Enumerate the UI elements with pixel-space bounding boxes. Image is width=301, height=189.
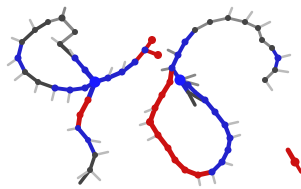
Circle shape	[45, 19, 51, 25]
Circle shape	[154, 132, 162, 139]
Circle shape	[262, 77, 268, 83]
Circle shape	[185, 81, 191, 88]
Circle shape	[169, 64, 175, 71]
Circle shape	[201, 97, 209, 104]
Circle shape	[182, 167, 188, 174]
Circle shape	[14, 54, 21, 61]
Circle shape	[175, 74, 185, 85]
Circle shape	[82, 84, 88, 91]
Circle shape	[255, 25, 261, 31]
Circle shape	[192, 27, 198, 33]
Circle shape	[269, 45, 275, 51]
Circle shape	[225, 146, 231, 153]
Circle shape	[194, 171, 201, 178]
Circle shape	[212, 108, 219, 115]
Circle shape	[225, 15, 231, 21]
Circle shape	[166, 78, 173, 85]
Circle shape	[219, 159, 225, 166]
Circle shape	[87, 167, 93, 173]
Circle shape	[35, 79, 41, 85]
Circle shape	[154, 51, 162, 59]
Circle shape	[175, 51, 182, 59]
Circle shape	[272, 67, 278, 73]
Circle shape	[259, 37, 265, 43]
Circle shape	[75, 125, 81, 131]
Circle shape	[159, 91, 166, 98]
Circle shape	[58, 15, 66, 22]
Circle shape	[165, 145, 172, 152]
Circle shape	[146, 118, 154, 126]
Circle shape	[72, 29, 78, 35]
Circle shape	[85, 137, 91, 143]
Circle shape	[207, 19, 213, 25]
Circle shape	[242, 19, 248, 25]
Circle shape	[151, 105, 159, 112]
Circle shape	[32, 27, 38, 33]
Circle shape	[76, 112, 83, 119]
Circle shape	[172, 156, 178, 163]
Circle shape	[141, 46, 148, 53]
Circle shape	[275, 54, 281, 61]
Circle shape	[85, 97, 92, 104]
Circle shape	[67, 87, 73, 94]
Circle shape	[132, 59, 138, 66]
Circle shape	[51, 84, 58, 91]
Circle shape	[222, 122, 228, 129]
Circle shape	[148, 36, 156, 44]
Circle shape	[19, 39, 25, 45]
Circle shape	[22, 69, 28, 75]
Circle shape	[226, 135, 234, 142]
Circle shape	[209, 169, 216, 176]
Circle shape	[89, 77, 101, 88]
Circle shape	[82, 67, 88, 74]
Circle shape	[290, 157, 299, 167]
Circle shape	[92, 152, 98, 158]
Circle shape	[182, 39, 188, 46]
Circle shape	[119, 68, 126, 75]
Circle shape	[72, 54, 79, 61]
Circle shape	[57, 41, 63, 47]
Circle shape	[104, 74, 111, 81]
